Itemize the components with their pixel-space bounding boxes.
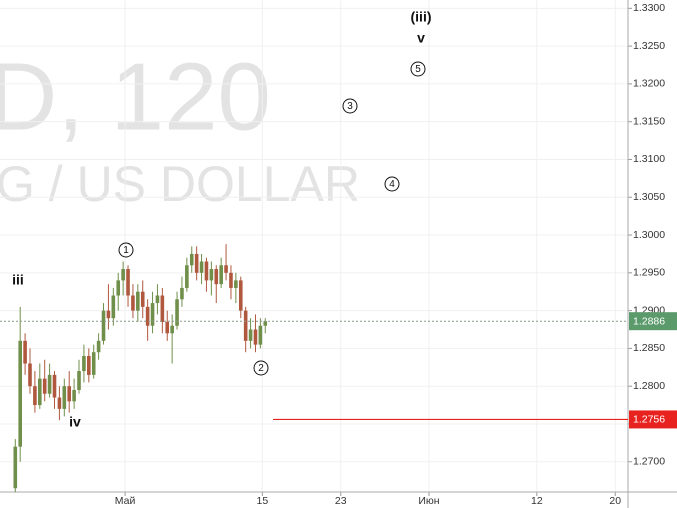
candle-body (145, 306, 150, 326)
candle-body (160, 295, 165, 322)
y-tick-label: 1.3250 (633, 40, 665, 52)
price-label-box (629, 312, 677, 331)
x-tick-label: 15 (256, 495, 268, 507)
candle-body (170, 325, 174, 334)
y-tick-label: 1.3050 (633, 191, 665, 203)
wave-label: 2 (258, 363, 264, 374)
candle-body (28, 363, 32, 387)
candle-body (62, 386, 67, 409)
candle-body (67, 386, 72, 402)
candle-body (248, 329, 253, 341)
candle-body (150, 303, 155, 326)
y-tick-label: 1.3000 (633, 229, 665, 241)
candle-body (185, 265, 189, 288)
wave-label: 5 (415, 64, 421, 75)
candle-body (77, 371, 81, 390)
wave-label: iii (12, 272, 24, 288)
wave-circle (342, 98, 358, 114)
candle-body (204, 261, 209, 281)
y-tick-label: 1.2850 (633, 342, 665, 354)
wave-label: 3 (347, 101, 353, 112)
candle-body (126, 269, 130, 296)
candle-body (224, 265, 228, 273)
candle-body (199, 261, 204, 273)
x-tick-label: Июн (418, 495, 439, 507)
y-tick-label: 1.3300 (633, 2, 665, 14)
candle-body (38, 378, 42, 406)
candle-body (42, 378, 47, 394)
candle-body (253, 329, 258, 345)
candle-body (57, 397, 62, 409)
x-tick-label: Май (115, 495, 136, 507)
candle-body (165, 321, 170, 334)
candle-body (72, 389, 76, 402)
candle-body (131, 295, 135, 311)
candle-body (258, 325, 263, 345)
candle-body (136, 291, 140, 311)
candle-body (175, 299, 179, 326)
y-tick-label: 1.3150 (633, 115, 665, 127)
candle-body (91, 352, 96, 375)
candle-body (194, 253, 199, 273)
y-tick-label: 1.2700 (633, 456, 665, 468)
candle-body (52, 374, 57, 398)
candle-body (96, 340, 101, 353)
candle-body (189, 253, 194, 266)
candle-body (180, 287, 184, 300)
x-tick-label: 20 (609, 495, 621, 507)
wave-circle (118, 242, 134, 258)
candle-body (214, 269, 219, 285)
wave-circle (384, 176, 400, 192)
watermark: G / US DOLLAR (0, 156, 360, 212)
candle-body (13, 446, 18, 489)
y-tick-label: 1.3100 (633, 153, 665, 165)
candle-body (155, 295, 160, 304)
candle-body (87, 355, 91, 375)
candle-body (18, 340, 22, 447)
candle-body (106, 310, 111, 319)
candle-body (116, 280, 121, 296)
price-label: 1.2756 (633, 414, 665, 426)
candle-body (234, 280, 238, 288)
candle-body (82, 355, 86, 372)
candle-body (219, 265, 223, 285)
price-label-box (629, 410, 677, 429)
candle-body (111, 295, 116, 319)
price-label: 1.2886 (633, 315, 665, 327)
candle-body (238, 280, 243, 311)
wave-label: 4 (389, 179, 395, 190)
wave-circle (253, 360, 269, 376)
candle-body (33, 386, 37, 406)
y-tick-label: 1.2950 (633, 267, 665, 279)
candle-body (121, 269, 125, 281)
candle-body (23, 340, 27, 364)
wave-label: 1 (123, 245, 129, 256)
candle-body (209, 269, 214, 281)
wave-label: iv (69, 414, 81, 430)
candle-body (263, 321, 268, 326)
wave-label: (iii) (411, 9, 432, 25)
watermark: D, 120 (0, 43, 271, 150)
y-tick-label: 1.3200 (633, 78, 665, 90)
candle-body (101, 310, 106, 341)
y-tick-label: 1.2800 (633, 380, 665, 392)
wave-label: v (417, 30, 425, 46)
x-tick-label: 12 (531, 495, 543, 507)
candle-body (229, 272, 233, 288)
candle-body (243, 310, 248, 341)
x-tick-label: 23 (335, 495, 347, 507)
wave-circle (410, 61, 426, 77)
candle-body (140, 291, 145, 307)
candle-body (47, 374, 52, 394)
